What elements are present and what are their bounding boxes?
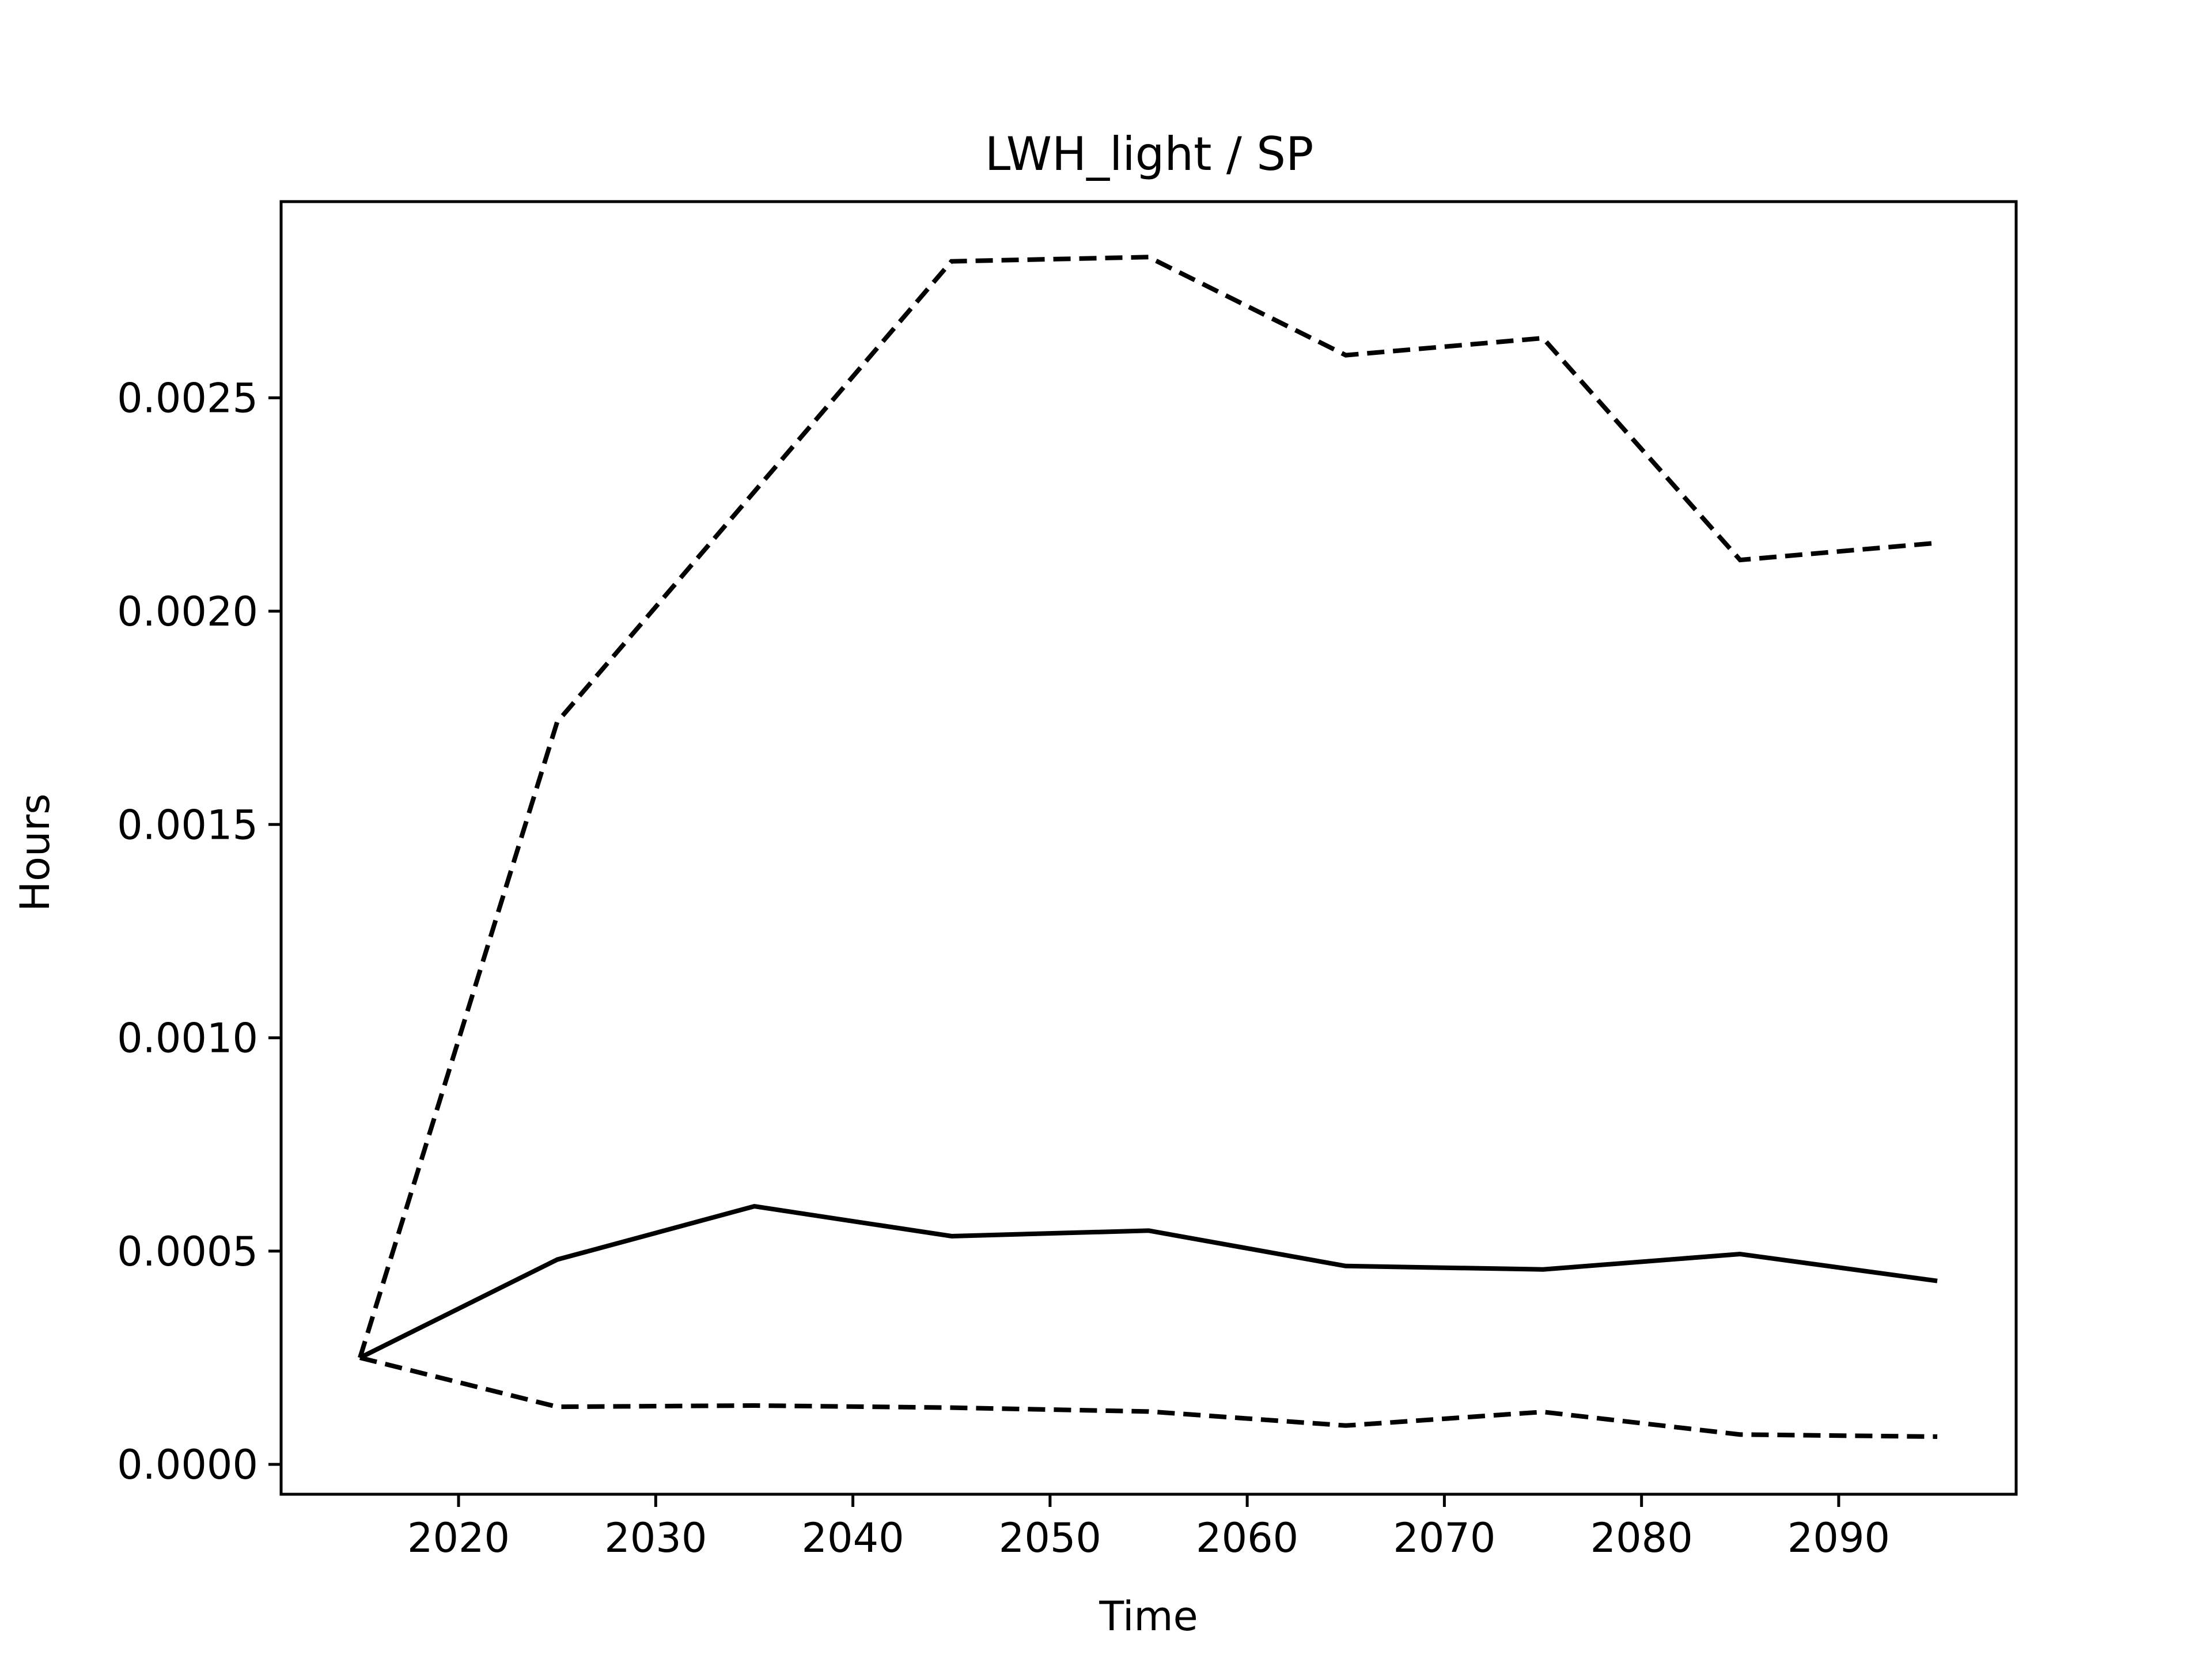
x-tick-label: 2060 xyxy=(1196,1514,1298,1562)
y-tick-label: 0.0010 xyxy=(117,1015,258,1062)
x-tick-label: 2030 xyxy=(604,1514,707,1562)
y-tick-label: 0.0005 xyxy=(117,1228,258,1275)
y-tick-label: 0.0020 xyxy=(117,588,258,635)
x-axis: 2020 2030 2040 2050 2060 2070 2080 2090 xyxy=(407,1494,1890,1562)
y-tick-label: 0.0025 xyxy=(117,375,258,422)
x-tick-label: 2050 xyxy=(999,1514,1101,1562)
series-line-1 xyxy=(359,1204,1938,1360)
x-axis-label: Time xyxy=(1099,1593,1198,1640)
series-line-3 xyxy=(359,1355,1938,1440)
x-tick-label: 2080 xyxy=(1590,1514,1693,1562)
chart-title: LWH_light / SP xyxy=(985,127,1314,181)
y-tick-label: 0.0000 xyxy=(117,1441,258,1488)
x-tick-label: 2040 xyxy=(802,1514,904,1562)
series-layer xyxy=(358,255,1938,1440)
y-tick-label: 0.0015 xyxy=(117,801,258,849)
x-tick-label: 2020 xyxy=(407,1514,510,1562)
y-axis-label: Hours xyxy=(12,793,59,911)
plot-frame xyxy=(279,200,2018,1496)
series-line-2 xyxy=(358,255,1938,1359)
x-tick-label: 2070 xyxy=(1393,1514,1495,1562)
x-tick-label: 2090 xyxy=(1787,1514,1890,1562)
y-axis: 0.0000 0.0005 0.0010 0.0015 0.0020 0.0025 xyxy=(117,375,281,1488)
